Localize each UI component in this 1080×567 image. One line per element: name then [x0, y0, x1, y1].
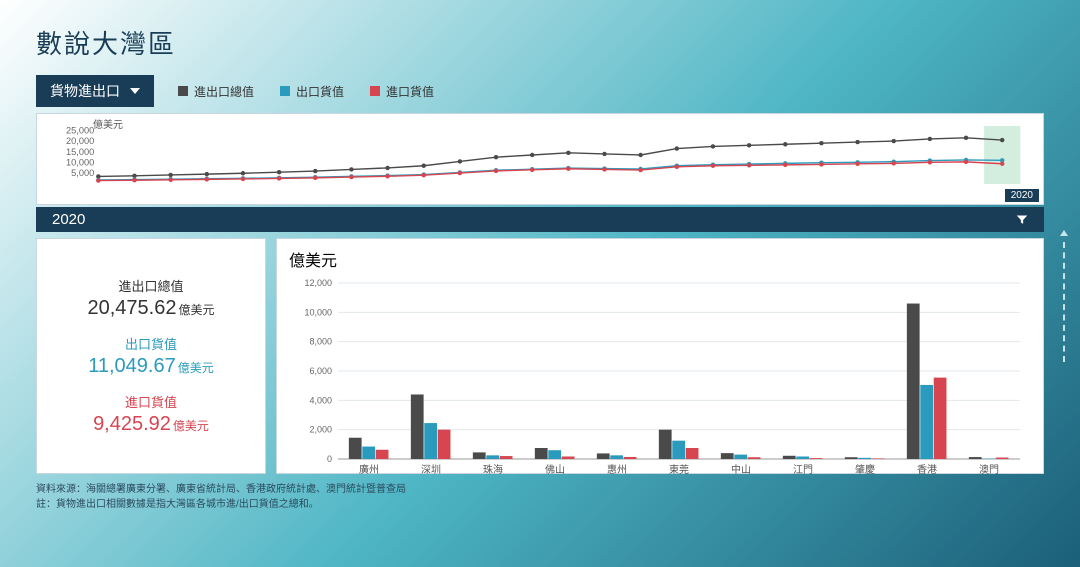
svg-text:惠州: 惠州 — [607, 463, 627, 476]
legend-swatch — [178, 86, 188, 96]
footnote-line: 註：貨物進出口相關數據是指大灣區各城市進/出口貨值之總和。 — [36, 497, 1044, 512]
legend-item[interactable]: 進出口總值 — [178, 83, 254, 100]
svg-text:廣州: 廣州 — [359, 463, 379, 476]
arrow-up-icon — [1060, 230, 1068, 236]
side-scroll-indicator[interactable] — [1060, 230, 1068, 362]
svg-text:15,000: 15,000 — [66, 147, 94, 157]
svg-text:深圳: 深圳 — [421, 464, 441, 476]
svg-text:中山: 中山 — [731, 463, 751, 476]
filter-icon[interactable] — [1016, 214, 1028, 226]
stat-total-label: 進出口總值 — [49, 276, 253, 295]
svg-text:5,000: 5,000 — [71, 168, 94, 178]
svg-text:東莞: 東莞 — [669, 463, 689, 476]
metric-dropdown[interactable]: 貨物進出口 — [36, 75, 154, 107]
svg-text:6,000: 6,000 — [309, 366, 332, 376]
legend: 進出口總值 出口貨值 進口貨值 — [178, 83, 434, 100]
svg-text:珠海: 珠海 — [483, 463, 503, 476]
legend-label: 出口貨值 — [296, 83, 344, 100]
legend-label: 進口貨值 — [386, 83, 434, 100]
scroll-track — [1063, 242, 1065, 362]
svg-text:香港: 香港 — [917, 464, 937, 476]
legend-item[interactable]: 出口貨值 — [280, 83, 344, 100]
stat-import-value: 9,425.92億美元 — [49, 413, 253, 436]
timeline-panel: 億美元 5,00010,00015,00020,00025,000 2020 — [36, 113, 1044, 205]
legend-item[interactable]: 進口貨值 — [370, 83, 434, 100]
legend-label: 進出口總值 — [194, 83, 254, 100]
bar-y-label: 億美元 — [289, 253, 337, 270]
svg-text:10,000: 10,000 — [304, 307, 332, 317]
bar-chart[interactable]: 0 2,000 4,000 6,000 8,000 10,000 12,000 廣州 深圳 珠海 佛… — [289, 271, 1031, 481]
stat-total-value: 20,475.62億美元 — [49, 297, 253, 320]
svg-text:8,000: 8,000 — [309, 337, 332, 347]
stat-import: 進口貨值 9,425.92億美元 — [49, 392, 253, 436]
bar-panel: 億美元 0 2,000 4,000 6,000 8,000 10,000 12,000 廣州 深… — [276, 238, 1044, 474]
stat-export-value: 11,049.67億美元 — [49, 355, 253, 378]
svg-text:4,000: 4,000 — [309, 395, 332, 405]
svg-text:佛山: 佛山 — [545, 463, 565, 476]
stat-export: 出口貨值 11,049.67億美元 — [49, 334, 253, 378]
stat-import-label: 進口貨值 — [49, 392, 253, 411]
mini-y-label: 億美元 — [93, 116, 123, 131]
page-title: 數說大灣區 — [36, 24, 1044, 61]
stat-export-label: 出口貨值 — [49, 334, 253, 353]
footnotes: 資料來源：海關總署廣東分署、廣東省統計局、香港政府統計處、澳門統計暨普查局註：貨… — [36, 482, 1044, 512]
svg-text:12,000: 12,000 — [304, 278, 332, 288]
svg-text:2,000: 2,000 — [309, 425, 332, 435]
stats-panel: 進出口總值 20,475.62億美元 出口貨值 11,049.67億美元 進口貨… — [36, 238, 266, 474]
footnote-line: 資料來源：海關總署廣東分署、廣東省統計局、香港政府統計處、澳門統計暨普查局 — [36, 482, 1044, 497]
legend-swatch — [370, 86, 380, 96]
timeline-chart[interactable]: 5,00010,00015,00020,00025,000 — [47, 120, 1033, 190]
chevron-down-icon — [130, 88, 140, 94]
svg-text:江門: 江門 — [793, 464, 813, 476]
timeline-year-flag: 2020 — [1005, 189, 1039, 202]
selected-year: 2020 — [52, 211, 85, 228]
svg-text:肇慶: 肇慶 — [855, 463, 875, 476]
svg-text:0: 0 — [327, 454, 332, 464]
controls-row: 貨物進出口 進出口總值 出口貨值 進口貨值 — [36, 75, 1044, 107]
svg-text:25,000: 25,000 — [66, 125, 94, 135]
stat-total: 進出口總值 20,475.62億美元 — [49, 276, 253, 320]
svg-text:20,000: 20,000 — [66, 136, 94, 146]
legend-swatch — [280, 86, 290, 96]
year-bar: 2020 — [36, 207, 1044, 232]
svg-text:澳門: 澳門 — [979, 463, 999, 476]
svg-text:10,000: 10,000 — [66, 158, 94, 168]
dropdown-label: 貨物進出口 — [50, 81, 120, 101]
